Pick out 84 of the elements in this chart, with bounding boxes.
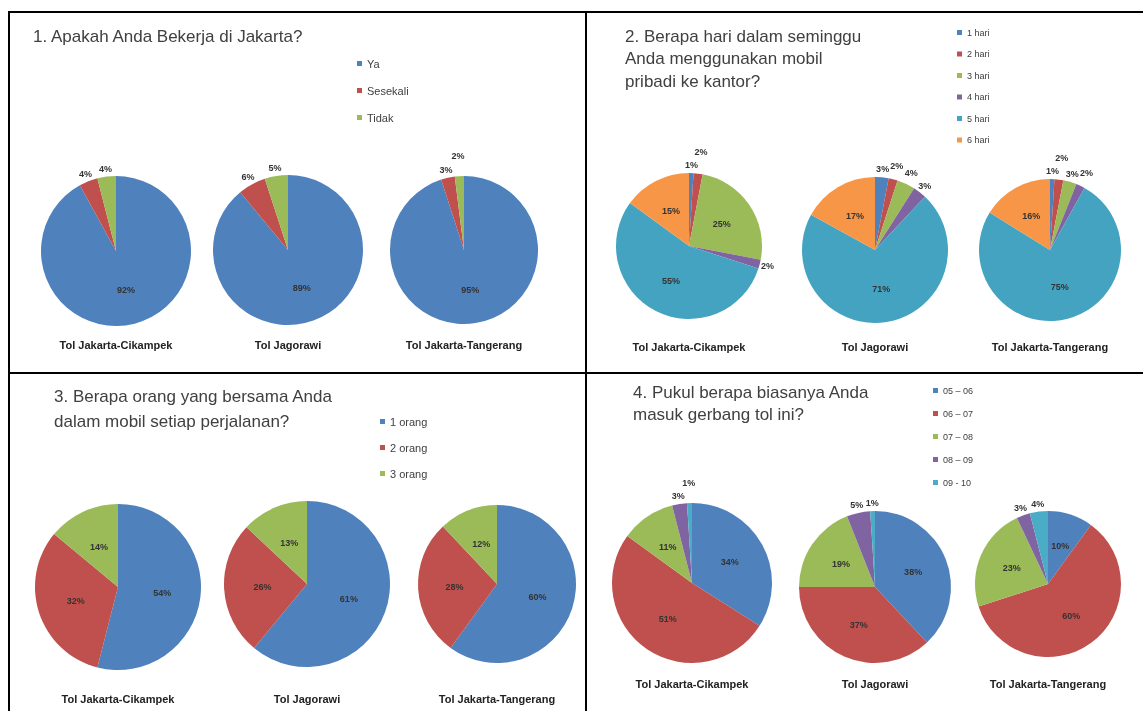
legend-label: 06 – 07	[943, 408, 974, 419]
data-label: 4%	[99, 163, 113, 174]
chart-title: 1. Apakah Anda Bekerja di Jakarta?	[33, 26, 303, 46]
text: 2. Berapa hari dalam seminggu Anda menggunakan mobil pribadi ke kantor?	[625, 26, 866, 91]
slice-label: Tol Jakarta-Cikampek	[61, 693, 176, 705]
legend-label: 3 hari	[967, 70, 990, 81]
data-label: 4%	[904, 168, 918, 179]
data-label: 60%	[528, 592, 547, 603]
data-label: 6%	[241, 172, 255, 183]
data-label: 71%	[872, 284, 891, 295]
data-label: 17%	[845, 211, 864, 221]
legend-label: 09 - 10	[943, 477, 972, 488]
legend-label: 1 hari	[967, 27, 990, 38]
data-label: 95%	[461, 284, 480, 295]
slice-label: Tol Jakarta-Cikampek	[635, 678, 750, 690]
data-label: 89%	[292, 283, 311, 294]
data-label: 3%	[671, 491, 685, 502]
legend-label: 3 orang	[390, 467, 428, 480]
data-label: 2%	[1080, 168, 1094, 179]
data-label: 28%	[445, 581, 464, 592]
data-label: 23%	[1002, 563, 1021, 574]
data-label: 55%	[662, 276, 681, 287]
data-label: 12%	[472, 539, 491, 550]
legend-label: Tidak	[367, 111, 394, 124]
data-label: 11%	[659, 542, 677, 553]
data-label: 2%	[1055, 152, 1069, 163]
slice-label: Tol Jakarta-Tangerang	[438, 693, 556, 705]
data-label: 26%	[253, 581, 272, 592]
data-label: 2%	[451, 151, 465, 162]
slice-label: Tol Jakarta-Tangerang	[989, 678, 1107, 690]
data-label: 75%	[1050, 282, 1069, 293]
data-label: 13%	[280, 538, 299, 549]
data-label: 32%	[66, 595, 85, 606]
data-label: 19%	[832, 558, 851, 569]
legend-label: 07 – 08	[943, 431, 974, 442]
data-label: 38%	[904, 566, 923, 577]
slice-label: Tol Jagorawi	[254, 339, 322, 351]
data-label: 54%	[153, 587, 172, 598]
data-label: 25%	[712, 218, 731, 229]
data-label: 4%	[78, 168, 92, 179]
legend-label: 5 hari	[967, 113, 990, 124]
legend-label: 4 hari	[967, 92, 990, 102]
slice-label: Tol Jakarta-Tangerang	[405, 339, 523, 351]
data-label: 5%	[850, 500, 864, 511]
data-label: 1%	[865, 498, 879, 509]
data-label: 3%	[439, 164, 453, 175]
legend-label: 2 hari	[967, 49, 990, 59]
data-label: 2%	[760, 261, 774, 272]
data-label: 1%	[1046, 166, 1060, 177]
legend-label: 1 orang	[390, 415, 428, 428]
data-label: 2%	[890, 160, 904, 171]
slice-label: Tol Jagorawi	[841, 341, 909, 353]
data-label: 92%	[117, 285, 136, 296]
data-label: 5%	[268, 163, 282, 174]
data-label: 2%	[694, 146, 708, 157]
data-label: 16%	[1022, 211, 1041, 222]
data-label: 10%	[1051, 541, 1070, 552]
data-label: 14%	[90, 541, 109, 552]
data-label: 15%	[662, 205, 681, 216]
data-label: 4%	[1031, 498, 1045, 509]
legend-label: 6 hari	[967, 135, 990, 145]
data-label: 3%	[876, 164, 890, 175]
chart-title: 4. Pukul berapa biasanya Anda masuk gerbang tol ini?	[633, 382, 874, 424]
slice-label: Tol Jagorawi	[273, 693, 341, 705]
slice-label: Tol Jakarta-Cikampek	[632, 341, 747, 353]
data-label: 61%	[339, 594, 358, 605]
data-label: 34%	[720, 557, 739, 568]
data-label: 51%	[658, 613, 677, 624]
data-label: 60%	[1062, 610, 1081, 621]
data-label: 1%	[682, 478, 696, 489]
data-label: 1%	[685, 160, 699, 171]
legend-label: Sesekali	[367, 84, 409, 97]
chart-title: 3. Berapa orang yang bersama Anda dalam mobil setiap perjalanan?	[54, 387, 337, 431]
slice-label: Tol Jakarta-Tangerang	[991, 341, 1109, 353]
legend-label: 08 – 09	[943, 454, 974, 465]
data-label: 3%	[1065, 169, 1079, 180]
legend-label: 05 – 06	[943, 385, 974, 396]
slice-label: Tol Jakarta-Cikampek	[59, 339, 174, 351]
legend-label: 2 orang	[390, 441, 428, 454]
legend-label: Ya	[367, 57, 381, 70]
slice-label: Tol Jagorawi	[841, 678, 909, 690]
data-label: 37%	[849, 619, 868, 630]
data-label: 3%	[1014, 502, 1028, 513]
data-label: 3%	[918, 181, 932, 191]
